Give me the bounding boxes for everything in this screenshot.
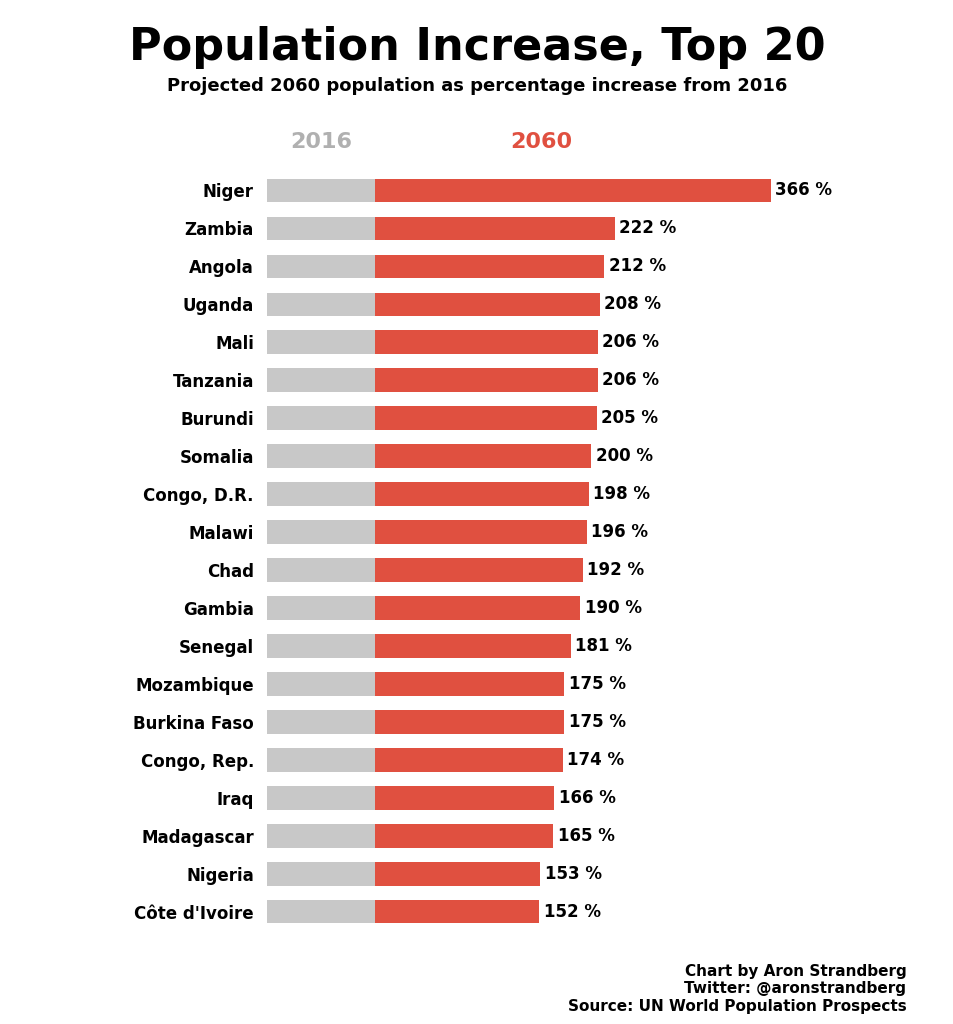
- Bar: [375, 178, 770, 202]
- Bar: [267, 672, 375, 695]
- Bar: [375, 255, 603, 279]
- Text: Projected 2060 population as percentage increase from 2016: Projected 2060 population as percentage …: [167, 77, 786, 95]
- Bar: [375, 520, 586, 544]
- Text: 208 %: 208 %: [603, 295, 660, 313]
- Text: 212 %: 212 %: [608, 257, 665, 275]
- Bar: [267, 407, 375, 430]
- Bar: [375, 749, 562, 772]
- Text: Population Increase, Top 20: Population Increase, Top 20: [129, 26, 824, 69]
- Bar: [267, 596, 375, 620]
- Bar: [375, 862, 540, 886]
- Text: 152 %: 152 %: [543, 903, 600, 921]
- Bar: [267, 558, 375, 582]
- Bar: [267, 520, 375, 544]
- Text: 153 %: 153 %: [544, 864, 601, 883]
- Bar: [375, 369, 598, 392]
- Text: 192 %: 192 %: [586, 561, 643, 579]
- Bar: [375, 482, 588, 506]
- Bar: [267, 369, 375, 392]
- Bar: [267, 786, 375, 810]
- Text: 366 %: 366 %: [774, 181, 831, 200]
- Text: 196 %: 196 %: [591, 523, 647, 541]
- Bar: [267, 178, 375, 202]
- Bar: [267, 900, 375, 924]
- Text: 175 %: 175 %: [568, 675, 625, 693]
- Bar: [267, 824, 375, 848]
- Bar: [267, 255, 375, 279]
- Bar: [375, 634, 570, 657]
- Bar: [375, 596, 579, 620]
- Text: 190 %: 190 %: [584, 599, 641, 617]
- Text: 165 %: 165 %: [558, 826, 614, 845]
- Bar: [267, 444, 375, 468]
- Bar: [375, 217, 615, 241]
- Text: 205 %: 205 %: [600, 410, 658, 427]
- Text: Chart by Aron Strandberg
Twitter: @aronstrandberg
Source: UN World Population Pr: Chart by Aron Strandberg Twitter: @arons…: [567, 964, 905, 1014]
- Bar: [267, 482, 375, 506]
- Text: 206 %: 206 %: [601, 372, 659, 389]
- Bar: [375, 786, 554, 810]
- Bar: [375, 293, 599, 316]
- Text: 2060: 2060: [510, 131, 572, 152]
- Bar: [375, 558, 582, 582]
- Bar: [375, 444, 591, 468]
- Text: 206 %: 206 %: [601, 333, 659, 351]
- Bar: [375, 407, 596, 430]
- Bar: [267, 862, 375, 886]
- Bar: [267, 217, 375, 241]
- Bar: [267, 634, 375, 657]
- Bar: [267, 293, 375, 316]
- Bar: [375, 331, 598, 354]
- Bar: [267, 710, 375, 733]
- Text: 181 %: 181 %: [575, 637, 631, 655]
- Bar: [375, 710, 563, 733]
- Text: 198 %: 198 %: [593, 485, 650, 503]
- Text: 175 %: 175 %: [568, 713, 625, 731]
- Bar: [267, 749, 375, 772]
- Bar: [375, 824, 553, 848]
- Text: 2016: 2016: [290, 131, 352, 152]
- Text: 200 %: 200 %: [595, 447, 652, 465]
- Text: 174 %: 174 %: [567, 751, 624, 769]
- Text: 222 %: 222 %: [618, 219, 676, 238]
- Bar: [375, 900, 538, 924]
- Text: 166 %: 166 %: [558, 788, 615, 807]
- Bar: [267, 331, 375, 354]
- Bar: [375, 672, 563, 695]
